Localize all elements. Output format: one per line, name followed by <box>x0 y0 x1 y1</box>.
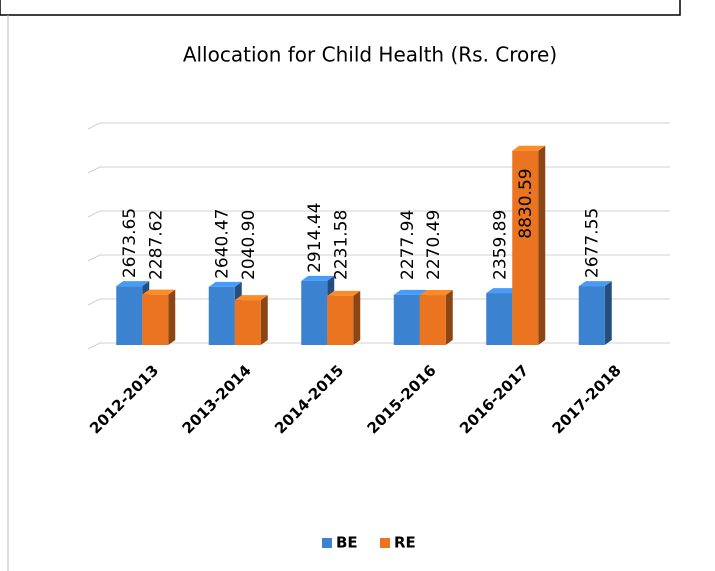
bar-top <box>234 295 268 301</box>
bar-front <box>419 295 446 345</box>
grid-line <box>87 166 670 174</box>
bar-side <box>353 290 361 345</box>
bar <box>512 145 546 345</box>
bar <box>234 295 268 345</box>
data-label: 2640.47 <box>213 209 233 279</box>
top-frame <box>0 0 681 16</box>
x-tick-label: 2013-2014 <box>179 361 255 437</box>
x-tick-label: 2012-2013 <box>86 361 162 437</box>
bar-side <box>538 145 546 345</box>
bar-top <box>419 290 453 296</box>
bar-front <box>301 280 328 345</box>
data-label: 2277.94 <box>398 210 418 280</box>
bar-top <box>142 289 176 295</box>
x-tick-label: 2015-2016 <box>364 361 440 437</box>
bar-side <box>604 281 612 345</box>
x-tick-label: 2016-2017 <box>456 361 532 437</box>
x-tick-label: 2017-2018 <box>549 361 625 437</box>
bar-top <box>116 281 150 287</box>
grid-line <box>87 210 670 218</box>
grid-line <box>87 342 670 350</box>
bar-front <box>486 293 513 345</box>
bar-side <box>445 290 453 345</box>
data-label: 2914.44 <box>305 203 325 273</box>
bar-front <box>512 150 539 345</box>
data-label: 2287.62 <box>146 210 166 280</box>
chart-title: Allocation for Child Health (Rs. Crore) <box>183 43 557 67</box>
bar <box>578 281 612 345</box>
bar <box>327 290 361 345</box>
bar-front <box>327 295 354 345</box>
bar-top <box>208 281 242 287</box>
bar-top <box>578 281 612 287</box>
x-tick-label: 2014-2015 <box>271 361 347 437</box>
data-label: 2677.55 <box>583 208 603 278</box>
data-label: 2231.58 <box>331 210 351 280</box>
data-label: 2270.49 <box>424 210 444 280</box>
data-label: 8830.59 <box>516 168 536 238</box>
data-label: 2359.89 <box>490 210 510 280</box>
data-label: 2040.90 <box>239 210 259 280</box>
bar <box>142 289 176 345</box>
legend-label: BE <box>336 534 358 552</box>
grid-line <box>87 122 670 130</box>
legend-swatch <box>380 538 390 548</box>
grid-line <box>87 298 670 306</box>
grid-line <box>87 254 670 262</box>
bar <box>419 290 453 345</box>
bar-front <box>393 294 420 345</box>
bar-top <box>301 275 335 281</box>
legend-swatch <box>322 538 332 548</box>
bar-top <box>393 289 427 295</box>
bar-side <box>168 289 176 345</box>
bar-front <box>116 286 143 345</box>
bar-front <box>208 286 235 345</box>
bar-top <box>486 288 520 294</box>
bar-top <box>327 290 361 296</box>
bar-front <box>142 294 169 345</box>
bar-front <box>578 286 605 345</box>
bar-top <box>512 145 546 151</box>
bar-side <box>260 295 268 345</box>
bar-front <box>234 300 261 345</box>
data-label: 2673.65 <box>120 208 140 278</box>
legend-label: RE <box>394 534 416 552</box>
